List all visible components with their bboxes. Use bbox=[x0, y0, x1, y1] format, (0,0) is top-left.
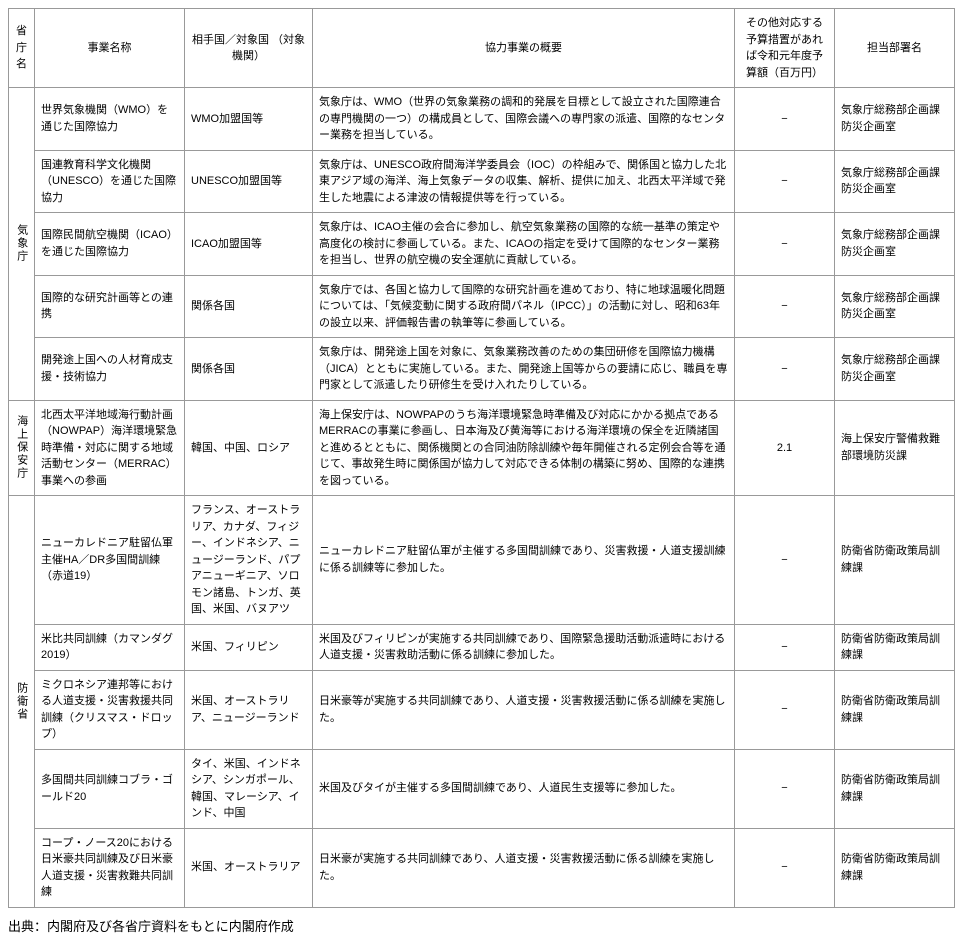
summary-cell: 日米豪等が実施する共同訓練であり、人道支援・災害救援活動に係る訓練を実施した。 bbox=[313, 670, 735, 749]
dept-cell: 気象庁総務部企画課防災企画室 bbox=[835, 338, 955, 401]
summary-cell: 気象庁は、開発途上国を対象に、気象業務改善のための集団研修を国際協力機構（JIC… bbox=[313, 338, 735, 401]
name-cell: 国連教育科学文化機関（UNESCO）を通じた国際協力 bbox=[35, 150, 185, 213]
table-row: 米比共同訓練（カマンダグ2019）米国、フィリピン米国及びフィリピンが実施する共… bbox=[9, 624, 955, 670]
name-cell: 開発途上国への人材育成支援・技術協力 bbox=[35, 338, 185, 401]
name-cell: 多国間共同訓練コブラ・ゴールド20 bbox=[35, 749, 185, 828]
table-row: 防衛省ニューカレドニア駐留仏軍主催HA／DR多国間訓練（赤道19）フランス、オー… bbox=[9, 496, 955, 625]
source-note: 出典：内閣府及び各省庁資料をもとに内閣府作成 bbox=[8, 916, 955, 935]
name-cell: 国際的な研究計画等との連携 bbox=[35, 275, 185, 338]
budget-cell: − bbox=[735, 749, 835, 828]
summary-cell: 気象庁では、各国と協力して国際的な研究計画を進めており、特に地球温暖化問題につい… bbox=[313, 275, 735, 338]
partner-cell: 韓国、中国、ロシア bbox=[185, 400, 313, 496]
header-name: 事業名称 bbox=[35, 9, 185, 88]
partner-cell: タイ、米国、インドネシア、シンガポール、韓国、マレーシア、インド、中国 bbox=[185, 749, 313, 828]
partner-cell: WMO加盟国等 bbox=[185, 88, 313, 151]
table-row: 多国間共同訓練コブラ・ゴールド20タイ、米国、インドネシア、シンガポール、韓国、… bbox=[9, 749, 955, 828]
partner-cell: 米国、フィリピン bbox=[185, 624, 313, 670]
dept-cell: 海上保安庁警備救難部環境防災課 bbox=[835, 400, 955, 496]
budget-cell: − bbox=[735, 150, 835, 213]
name-cell: ニューカレドニア駐留仏軍主催HA／DR多国間訓練（赤道19） bbox=[35, 496, 185, 625]
table-row: ミクロネシア連邦等における人道支援・災害救援共同訓練（クリスマス・ドロップ）米国… bbox=[9, 670, 955, 749]
dept-cell: 気象庁総務部企画課防災企画室 bbox=[835, 88, 955, 151]
partner-cell: 関係各国 bbox=[185, 275, 313, 338]
partner-cell: 米国、オーストラリア、ニュージーランド bbox=[185, 670, 313, 749]
table-row: 国際民間航空機関（ICAO）を通じた国際協力ICAO加盟国等気象庁は、ICAO主… bbox=[9, 213, 955, 276]
table-row: 国際的な研究計画等との連携関係各国気象庁では、各国と協力して国際的な研究計画を進… bbox=[9, 275, 955, 338]
summary-cell: 気象庁は、ICAO主催の会合に参加し、航空気象業務の国際的な統一基準の策定や高度… bbox=[313, 213, 735, 276]
header-summary: 協力事業の概要 bbox=[313, 9, 735, 88]
cooperation-projects-table: 省庁名 事業名称 相手国／対象国 （対象機関） 協力事業の概要 その他対応する予… bbox=[8, 8, 955, 908]
summary-cell: 米国及びタイが主催する多国間訓練であり、人道民生支援等に参加した。 bbox=[313, 749, 735, 828]
dept-cell: 防衛省防衛政策局訓練課 bbox=[835, 496, 955, 625]
ministry-cell: 海上保安庁 bbox=[9, 400, 35, 496]
dept-cell: 気象庁総務部企画課防災企画室 bbox=[835, 213, 955, 276]
budget-cell: − bbox=[735, 828, 835, 907]
partner-cell: UNESCO加盟国等 bbox=[185, 150, 313, 213]
summary-cell: 気象庁は、WMO（世界の気象業務の調和的発展を目標として設立された国際連合の専門… bbox=[313, 88, 735, 151]
summary-cell: 日米豪が実施する共同訓練であり、人道支援・災害救援活動に係る訓練を実施した。 bbox=[313, 828, 735, 907]
dept-cell: 防衛省防衛政策局訓練課 bbox=[835, 749, 955, 828]
name-cell: 世界気象機関（WMO）を通じた国際協力 bbox=[35, 88, 185, 151]
table-row: コープ・ノース20における日米豪共同訓練及び日米豪人道支援・災害救難共同訓練米国… bbox=[9, 828, 955, 907]
header-dept: 担当部署名 bbox=[835, 9, 955, 88]
header-ministry: 省庁名 bbox=[9, 9, 35, 88]
header-partner: 相手国／対象国 （対象機関） bbox=[185, 9, 313, 88]
dept-cell: 防衛省防衛政策局訓練課 bbox=[835, 624, 955, 670]
partner-cell: 関係各国 bbox=[185, 338, 313, 401]
summary-cell: 気象庁は、UNESCO政府間海洋学委員会（IOC）の枠組みで、関係国と協力した北… bbox=[313, 150, 735, 213]
budget-cell: − bbox=[735, 275, 835, 338]
budget-cell: − bbox=[735, 338, 835, 401]
name-cell: ミクロネシア連邦等における人道支援・災害救援共同訓練（クリスマス・ドロップ） bbox=[35, 670, 185, 749]
budget-cell: − bbox=[735, 624, 835, 670]
dept-cell: 防衛省防衛政策局訓練課 bbox=[835, 828, 955, 907]
name-cell: 米比共同訓練（カマンダグ2019） bbox=[35, 624, 185, 670]
budget-cell: − bbox=[735, 670, 835, 749]
name-cell: コープ・ノース20における日米豪共同訓練及び日米豪人道支援・災害救難共同訓練 bbox=[35, 828, 185, 907]
budget-cell: 2.1 bbox=[735, 400, 835, 496]
name-cell: 北西太平洋地域海行動計画（NOWPAP）海洋環境緊急時準備・対応に関する地域活動… bbox=[35, 400, 185, 496]
header-budget: その他対応する予算措置があれば令和元年度予算額（百万円） bbox=[735, 9, 835, 88]
name-cell: 国際民間航空機関（ICAO）を通じた国際協力 bbox=[35, 213, 185, 276]
partner-cell: ICAO加盟国等 bbox=[185, 213, 313, 276]
dept-cell: 気象庁総務部企画課防災企画室 bbox=[835, 275, 955, 338]
dept-cell: 気象庁総務部企画課防災企画室 bbox=[835, 150, 955, 213]
summary-cell: ニューカレドニア駐留仏軍が主催する多国間訓練であり、災害救援・人道支援訓練に係る… bbox=[313, 496, 735, 625]
partner-cell: フランス、オーストラリア、カナダ、フィジー、インドネシア、ニュージーランド、パプ… bbox=[185, 496, 313, 625]
ministry-cell: 気象庁 bbox=[9, 88, 35, 401]
budget-cell: − bbox=[735, 88, 835, 151]
summary-cell: 海上保安庁は、NOWPAPのうち海洋環境緊急時準備及び対応にかかる拠点であるME… bbox=[313, 400, 735, 496]
table-row: 海上保安庁北西太平洋地域海行動計画（NOWPAP）海洋環境緊急時準備・対応に関す… bbox=[9, 400, 955, 496]
ministry-cell: 防衛省 bbox=[9, 496, 35, 908]
dept-cell: 防衛省防衛政策局訓練課 bbox=[835, 670, 955, 749]
table-row: 開発途上国への人材育成支援・技術協力関係各国気象庁は、開発途上国を対象に、気象業… bbox=[9, 338, 955, 401]
table-row: 国連教育科学文化機関（UNESCO）を通じた国際協力UNESCO加盟国等気象庁は… bbox=[9, 150, 955, 213]
summary-cell: 米国及びフィリピンが実施する共同訓練であり、国際緊急援助活動派遣時における人道支… bbox=[313, 624, 735, 670]
table-header-row: 省庁名 事業名称 相手国／対象国 （対象機関） 協力事業の概要 その他対応する予… bbox=[9, 9, 955, 88]
budget-cell: − bbox=[735, 213, 835, 276]
budget-cell: − bbox=[735, 496, 835, 625]
partner-cell: 米国、オーストラリア bbox=[185, 828, 313, 907]
table-row: 気象庁世界気象機関（WMO）を通じた国際協力WMO加盟国等気象庁は、WMO（世界… bbox=[9, 88, 955, 151]
